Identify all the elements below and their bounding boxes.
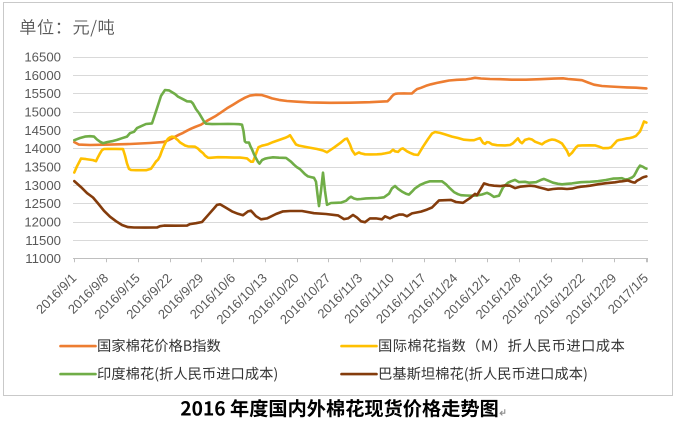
svg-text:14500: 14500: [24, 123, 61, 138]
svg-text:12000: 12000: [24, 215, 61, 230]
svg-text:12500: 12500: [24, 196, 61, 211]
svg-text:11500: 11500: [25, 233, 61, 248]
svg-text:13000: 13000: [24, 178, 61, 193]
svg-text:15000: 15000: [24, 105, 61, 120]
svg-text:15500: 15500: [24, 86, 61, 101]
svg-text:11000: 11000: [25, 251, 61, 266]
svg-text:16000: 16000: [24, 68, 61, 83]
svg-text:14000: 14000: [24, 141, 61, 156]
svg-text:13500: 13500: [24, 160, 61, 175]
svg-text:16500: 16500: [24, 50, 61, 65]
